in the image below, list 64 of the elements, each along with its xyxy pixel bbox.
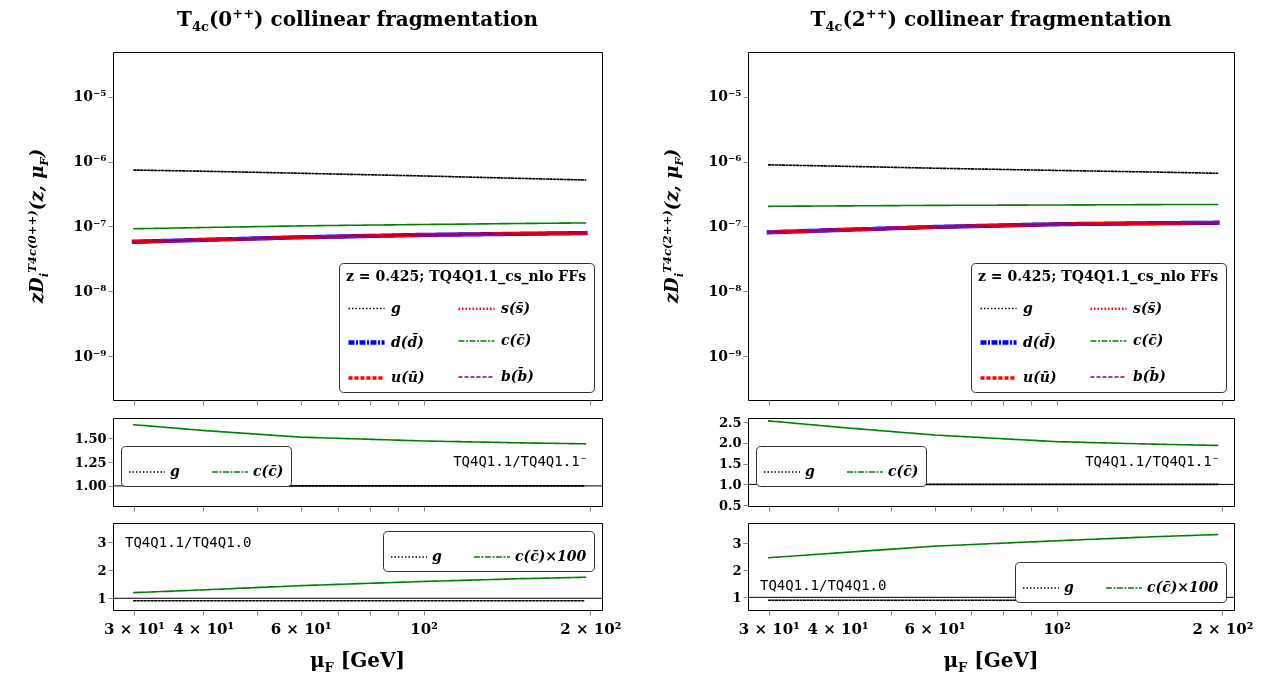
legend-label: g [805,463,815,479]
legend-label: u(ū) [391,369,425,385]
y-tick-label: 1 [732,589,742,605]
y-tick-label: 1 [97,590,107,606]
x-axis-title: μ$_{F}$ [GeV] [309,648,406,675]
legend-label: c(c̄)×100 [1147,579,1219,595]
x-tick-label: 4 × 10¹ [807,619,869,638]
legend-title: z = 0.425; TQ4Q1.1_cs_nlo FFs [978,268,1219,285]
x-tick-label: 3 × 10¹ [103,619,165,638]
chart-title: T$_{4c}$(0$^{++}$) collinear fragmentation [177,6,538,34]
x-tick-label: 10² [410,619,438,638]
x-tick-label: 2 × 10² [1192,619,1254,638]
legend-label: g [1064,579,1074,595]
y-tick-label: 1.5 [718,456,742,472]
x-tick-label: 6 × 10¹ [904,619,966,638]
x-tick-label: 2 × 10² [560,619,622,638]
x-tick-label: 3 × 10¹ [738,619,800,638]
legend-label: g [391,299,401,316]
y-tick-label: 1.0 [718,476,742,492]
legend-label: c(c̄) [253,463,284,479]
y-tick-label: 0.5 [718,497,742,513]
x-tick-label: 4 × 10¹ [173,619,235,638]
annotation: TQ4Q1.1/TQ4Q1.1⁻ [453,453,588,469]
legend-label: b(b̄) [1133,366,1166,384]
y-tick-label: 2 [732,562,742,578]
y-tick-label: 10⁻⁹ [73,347,107,364]
y-tick-label: 3 [732,535,742,551]
y-tick-label: 2 [97,562,107,578]
legend-label: c(c̄)×100 [515,548,587,564]
y-tick-label: 10⁻⁵ [73,88,107,105]
y-tick-label: 3 [97,534,107,550]
annotation: TQ4Q1.1/TQ4Q1.1⁻ [1085,453,1220,469]
y-tick-label: 10⁻⁸ [73,282,107,299]
y-tick-label: 10⁻⁷ [73,217,107,234]
annotation: TQ4Q1.1/TQ4Q1.0 [125,534,252,550]
legend-label: s(s̄) [501,299,531,316]
legend-label: c(c̄) [888,463,919,479]
legend-label: g [1023,299,1033,316]
y-tick-label: 10⁻⁸ [708,282,742,299]
y-tick-label: 10⁻⁵ [708,88,742,105]
x-tick-label: 10² [1043,619,1071,638]
legend-label: b(b̄) [501,366,534,384]
y-tick-label: 2.5 [718,414,742,430]
y-tick-label: 10⁻⁶ [708,153,742,170]
legend-label: u(ū) [1023,369,1057,385]
legend-label: c(c̄) [1133,332,1164,348]
legend-label: d(d̄) [391,331,424,350]
x-axis-title: μ$_{F}$ [GeV] [943,648,1039,675]
y-tick-label: 10⁻⁶ [73,153,107,170]
chart-title: T$_{4c}$(2$^{++}$) collinear fragmentation [810,6,1172,34]
y-tick-label: 2.0 [718,435,742,451]
legend-label: g [170,463,180,479]
legend-label: c(c̄) [501,332,532,348]
y-tick-label: 1.25 [74,454,107,470]
legend-label: s(s̄) [1133,299,1163,316]
y-tick-label: 1.50 [74,430,107,446]
legend-label: d(d̄) [1023,331,1056,350]
y-tick-label: 10⁻⁷ [708,217,742,234]
annotation: TQ4Q1.1/TQ4Q1.0 [760,577,887,593]
x-tick-label: 6 × 10¹ [270,619,332,638]
y-tick-label: 10⁻⁹ [708,347,742,364]
legend-title: z = 0.425; TQ4Q1.1_cs_nlo FFs [346,268,587,285]
y-tick-label: 1.00 [74,478,107,494]
legend-label: g [432,548,442,564]
